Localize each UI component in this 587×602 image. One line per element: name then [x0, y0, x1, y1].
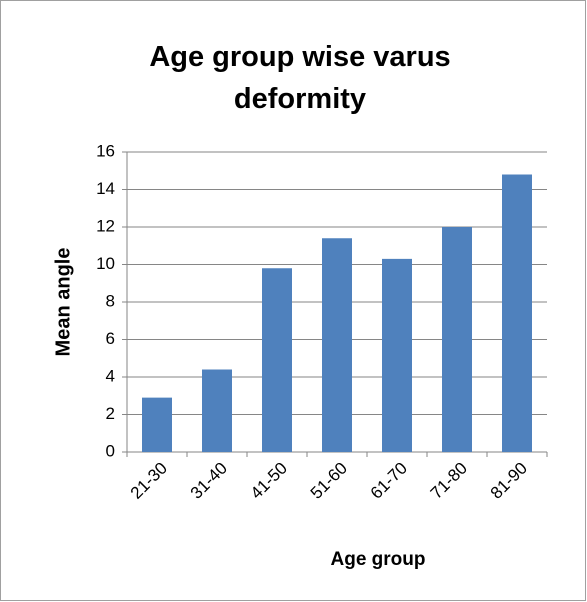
y-tick-label: 16	[96, 141, 115, 160]
chart-title: Age group wise varus deformity	[149, 41, 451, 115]
bar	[262, 268, 292, 452]
y-tick-label: 14	[96, 179, 115, 198]
x-tick-label: 61-70	[367, 459, 411, 503]
x-tick-label: 41-50	[247, 459, 291, 503]
x-axis-label: Age group	[331, 549, 426, 570]
x-tick-label: 71-80	[427, 459, 471, 503]
bar	[142, 397, 172, 452]
x-tick-label: 81-90	[487, 459, 531, 503]
y-tick-label: 0	[106, 441, 115, 460]
y-tick-label: 2	[106, 404, 115, 423]
y-tick-label: 12	[96, 216, 115, 235]
y-axis-label: Mean angle	[52, 248, 74, 357]
bar	[202, 369, 232, 452]
y-tick-label: 10	[96, 254, 115, 273]
bar	[442, 227, 472, 452]
x-tick-label: 31-40	[187, 459, 231, 503]
x-tick-label: 51-60	[307, 459, 351, 503]
x-tick-label: 21-30	[127, 459, 171, 503]
bar	[322, 238, 352, 452]
y-tick-label: 8	[106, 291, 115, 310]
bar	[382, 258, 412, 452]
bar	[502, 174, 532, 452]
y-tick-label: 6	[106, 329, 115, 348]
y-tick-label: 4	[106, 366, 115, 385]
